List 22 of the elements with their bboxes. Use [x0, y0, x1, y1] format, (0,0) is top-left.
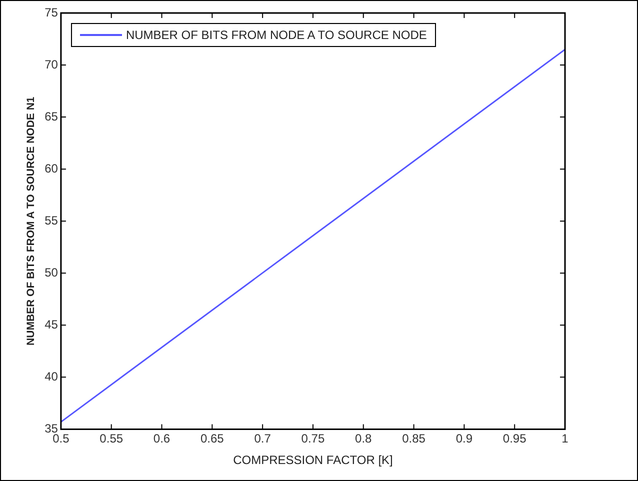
x-tick-label: 1 — [562, 432, 569, 446]
x-tick-label: 0.6 — [153, 432, 170, 446]
y-tick-label: 50 — [44, 265, 58, 280]
x-tick-label: 0.85 — [402, 432, 426, 446]
x-tick-label: 0.75 — [301, 432, 325, 446]
x-tick-label: 0.95 — [502, 432, 527, 446]
x-tick-label: 0.5 — [52, 432, 70, 446]
y-tick-label: 45 — [44, 317, 58, 332]
y-tick-label: 75 — [44, 5, 58, 20]
x-tick-label: 0.9 — [456, 432, 473, 446]
y-tick-label: 70 — [44, 57, 58, 72]
y-tick-label: 40 — [44, 369, 58, 384]
x-tick-label: 0.55 — [100, 432, 124, 446]
y-axis-title: NUMBER OF BITS FROM A TO SOURCE NODE N1 — [25, 96, 38, 346]
x-axis-title: COMPRESSION FACTOR [K] — [233, 453, 393, 468]
x-tick-label: 0.8 — [355, 432, 372, 446]
y-tick-label: 65 — [44, 109, 58, 124]
legend-label: NUMBER OF BITS FROM NODE A TO SOURCE NODE — [126, 28, 427, 42]
y-tick-label: 60 — [44, 161, 58, 176]
x-tick-label: 0.7 — [254, 432, 272, 446]
y-tick-label: 55 — [44, 213, 58, 228]
x-tick-label: 0.65 — [200, 432, 224, 446]
